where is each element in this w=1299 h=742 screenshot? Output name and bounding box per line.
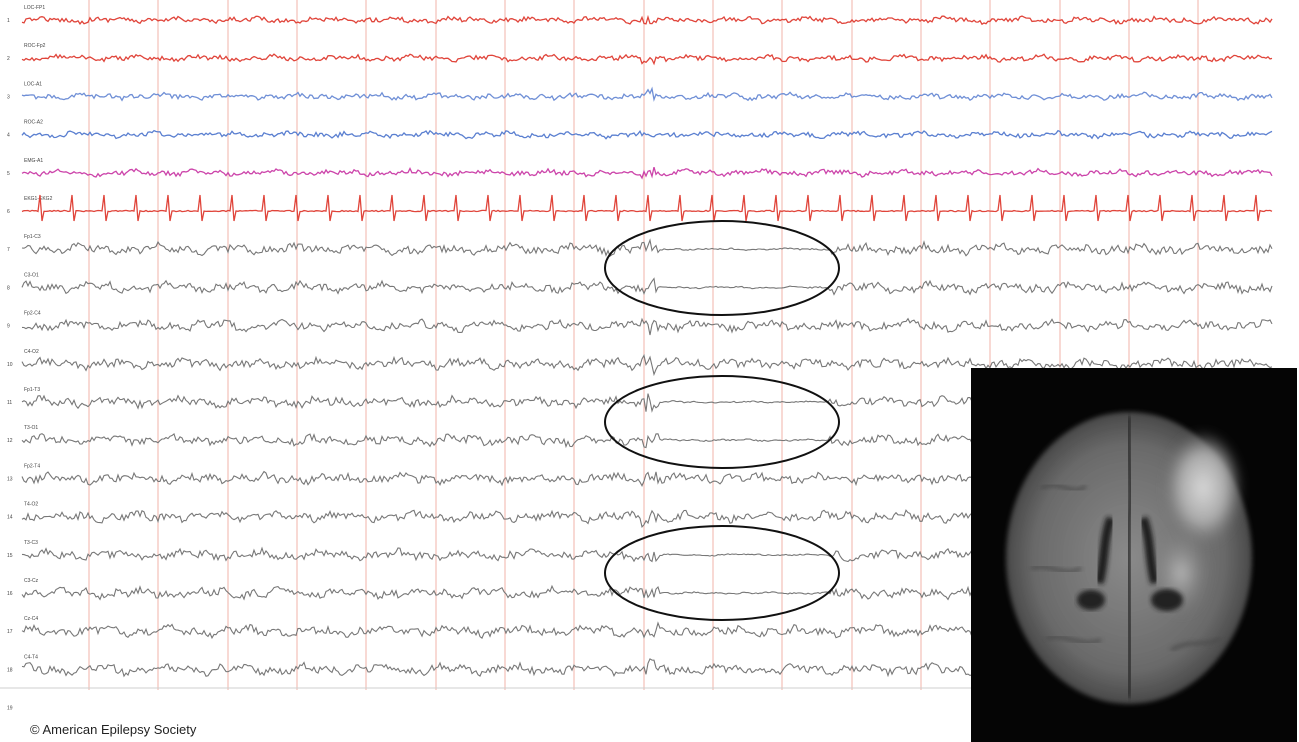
highlight-ellipses bbox=[604, 220, 840, 621]
eeg-trace bbox=[21, 353, 1273, 377]
eeg-trace bbox=[21, 14, 1273, 26]
channel-number: 7 bbox=[7, 247, 10, 253]
eeg-trace bbox=[21, 194, 1273, 222]
channel-label: Fp2-C4 bbox=[24, 311, 41, 317]
channel-label: C4-T4 bbox=[24, 654, 38, 660]
channel-number: 4 bbox=[7, 133, 10, 139]
channel-number: 18 bbox=[7, 667, 13, 673]
channel-number: 8 bbox=[7, 285, 10, 291]
eeg-trace bbox=[21, 167, 1273, 180]
channel-number: 14 bbox=[7, 515, 13, 521]
channel-label: T4-O2 bbox=[24, 502, 38, 508]
channel-number: 1 bbox=[7, 18, 10, 24]
channel-label: T3-C3 bbox=[24, 540, 38, 546]
channel-number: 11 bbox=[7, 400, 12, 406]
channel-label: LOC-A1 bbox=[24, 81, 42, 87]
channel-number: 12 bbox=[7, 438, 13, 444]
channel-label: Fp2-T4 bbox=[24, 463, 40, 469]
channel-number: 15 bbox=[7, 553, 13, 559]
eeg-trace bbox=[21, 53, 1273, 66]
channel-label: Cz-C4 bbox=[24, 616, 38, 622]
channel-number: 16 bbox=[7, 591, 13, 597]
eeg-trace bbox=[21, 277, 1273, 296]
channel-labels: 12345678910111213141516171819LOC-FP1ROC-… bbox=[7, 5, 53, 712]
highlight-ellipse-1 bbox=[604, 220, 840, 316]
channel-number: 5 bbox=[7, 171, 10, 177]
eeg-trace bbox=[21, 86, 1273, 102]
mri-brain-icon bbox=[971, 368, 1297, 742]
channel-label: T3-O1 bbox=[24, 425, 38, 431]
channel-number: 3 bbox=[7, 94, 10, 100]
channel-label: C3-O1 bbox=[24, 272, 39, 278]
highlight-ellipse-2 bbox=[604, 375, 840, 469]
copyright-notice: © American Epilepsy Society bbox=[30, 722, 197, 737]
channel-label: ROC-Fp2 bbox=[24, 43, 46, 49]
highlight-ellipse-3 bbox=[604, 525, 840, 621]
channel-number: 13 bbox=[7, 476, 13, 482]
eeg-trace bbox=[21, 317, 1273, 336]
channel-number: 10 bbox=[7, 362, 13, 368]
channel-number: 9 bbox=[7, 324, 10, 330]
channel-number: 17 bbox=[7, 629, 13, 635]
channel-label: EMG-A1 bbox=[24, 158, 43, 164]
channel-label: LOC-FP1 bbox=[24, 5, 45, 11]
channel-number: 6 bbox=[7, 209, 10, 215]
channel-label: Fp1-C3 bbox=[24, 234, 41, 240]
channel-label: C4-O2 bbox=[24, 349, 39, 355]
brain-mri-image bbox=[971, 368, 1297, 742]
channel-number: 19 bbox=[7, 706, 13, 712]
channel-label: Fp1-T3 bbox=[24, 387, 40, 393]
channel-label: ROC-A2 bbox=[24, 120, 43, 126]
eeg-trace bbox=[21, 129, 1273, 140]
channel-label: C3-Cz bbox=[24, 578, 39, 584]
channel-number: 2 bbox=[7, 56, 10, 62]
channel-label: EKG1-EKG2 bbox=[24, 196, 53, 202]
eeg-trace bbox=[21, 238, 1273, 257]
